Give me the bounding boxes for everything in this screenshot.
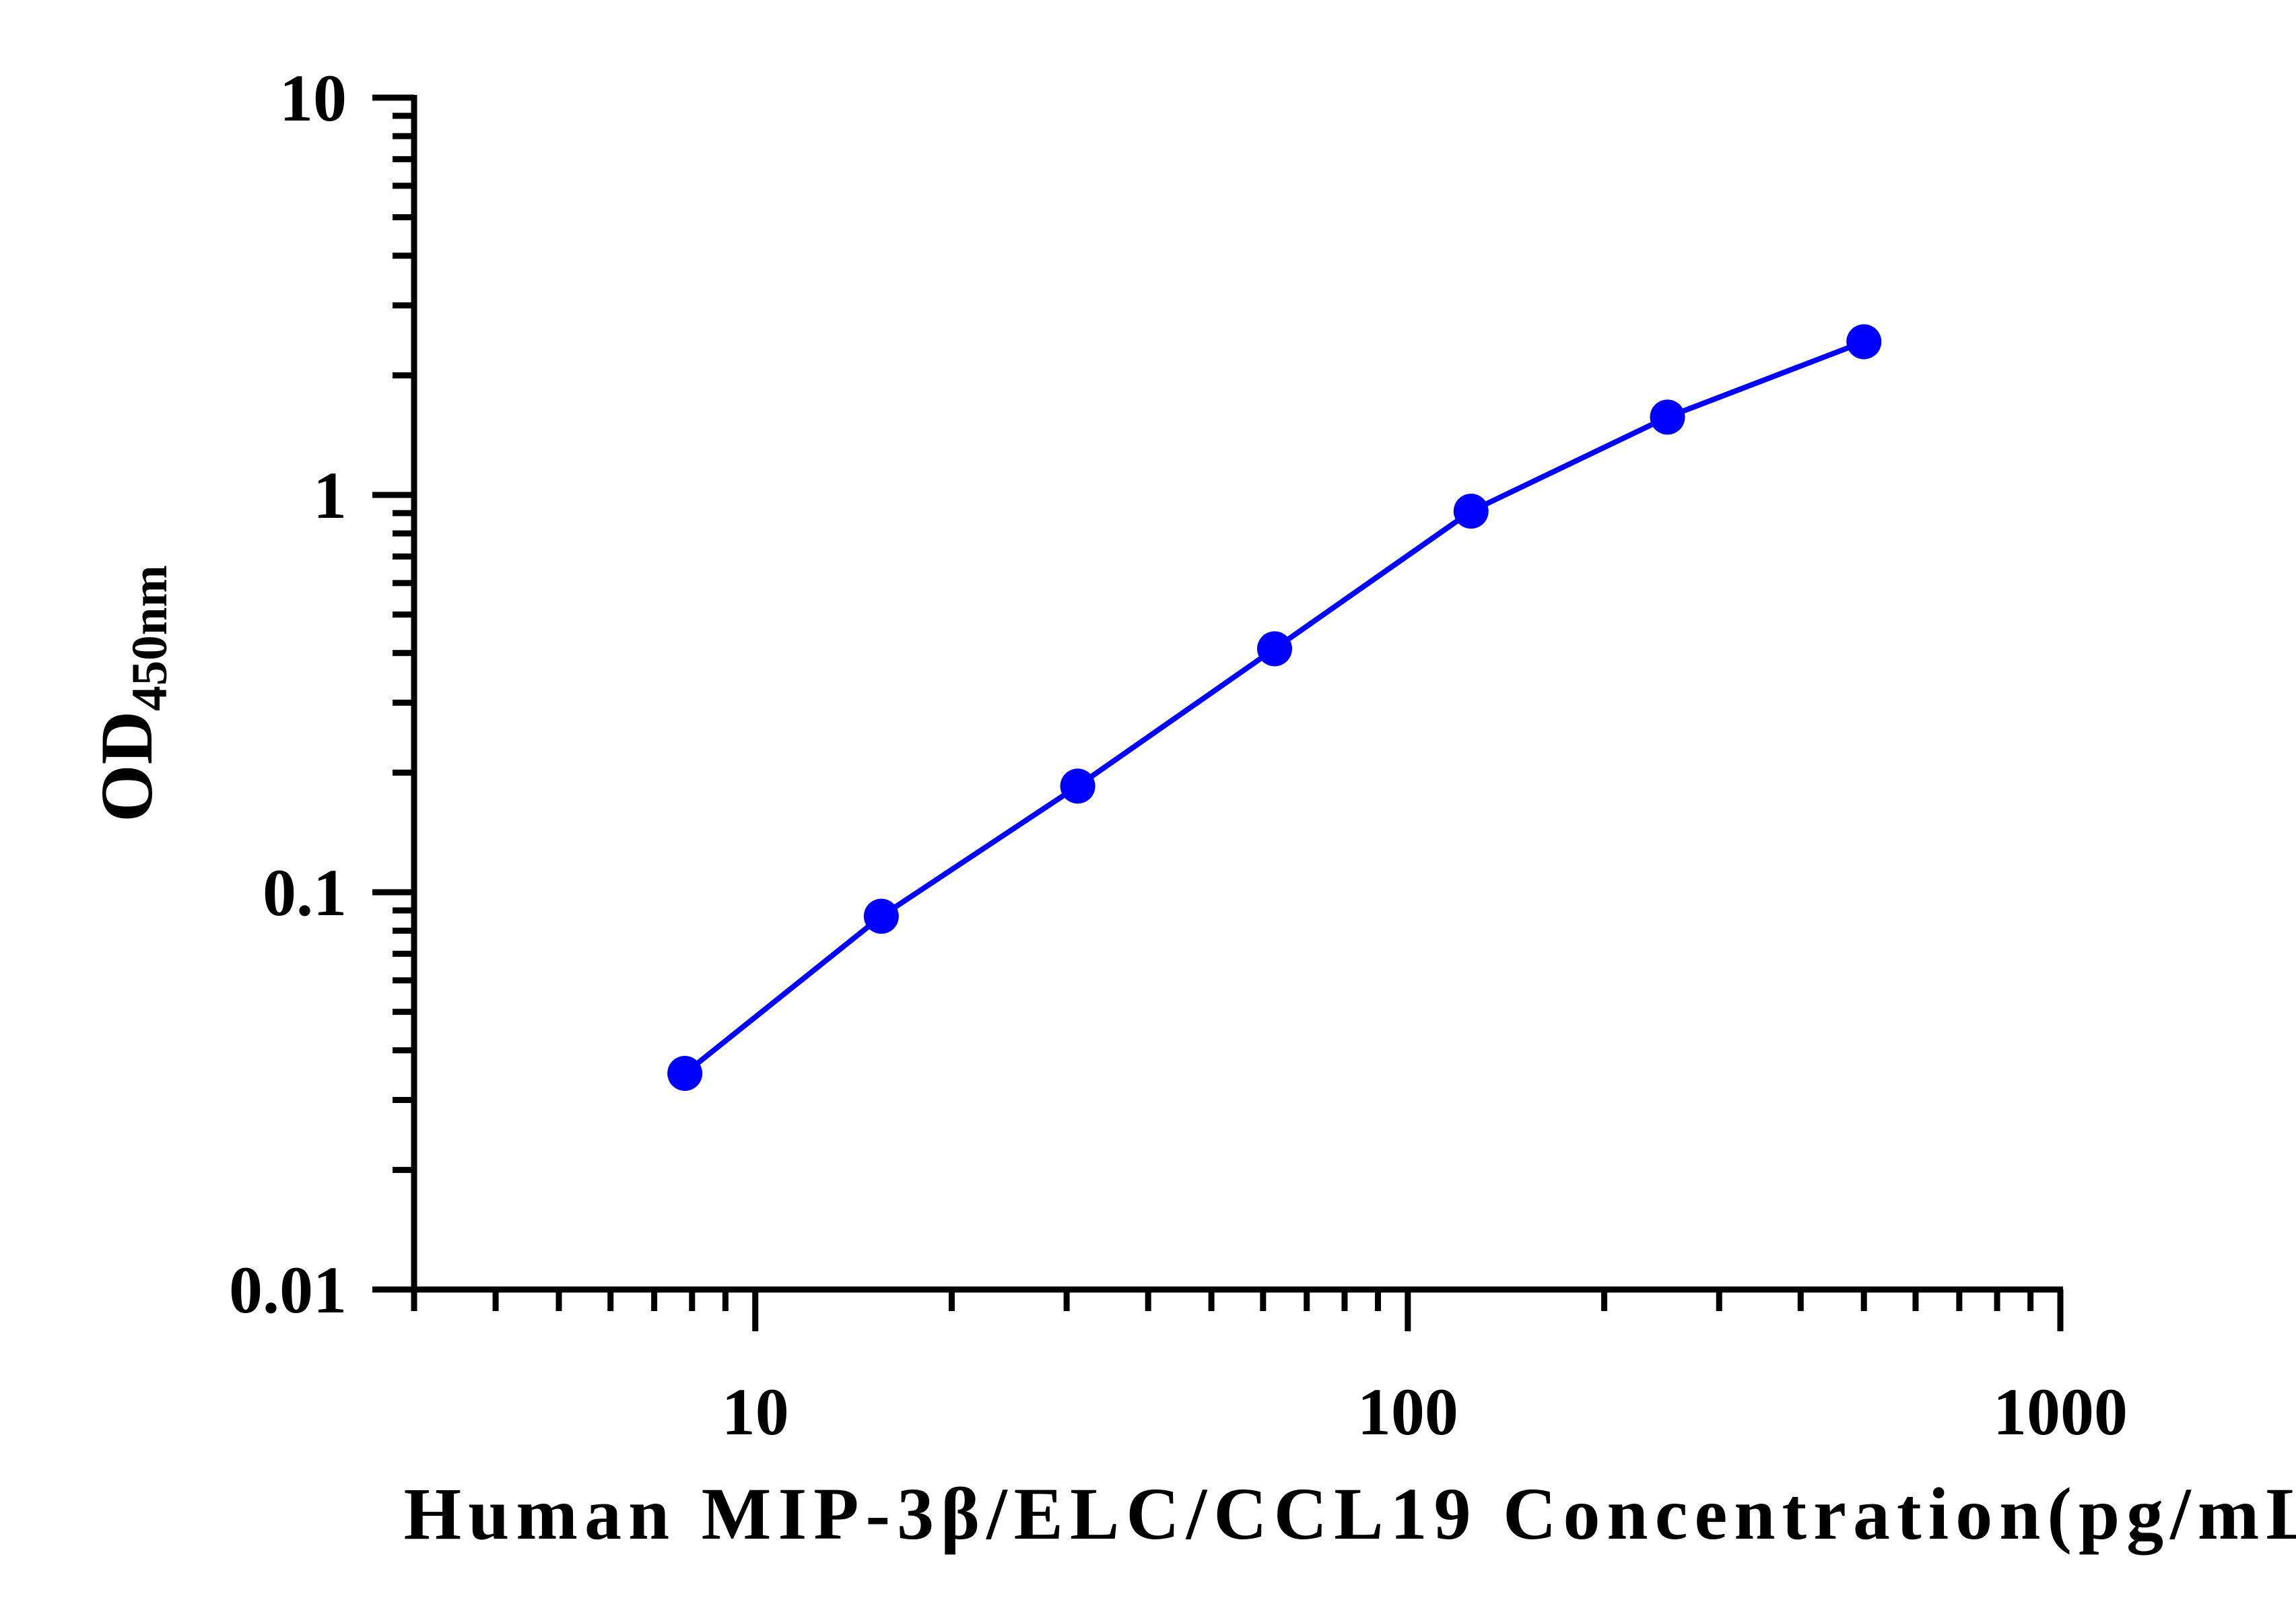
series-line <box>683 339 1865 1076</box>
data-point <box>863 898 899 934</box>
axes <box>411 95 2063 1293</box>
y-tick-label: 0.1 <box>263 855 347 930</box>
x-tick-label: 100 <box>1357 1374 1458 1449</box>
series <box>667 324 1882 1091</box>
data-point <box>1650 399 1685 435</box>
y-axis-title-subscript: 450nm <box>122 565 178 711</box>
data-point <box>1453 494 1489 529</box>
ticks <box>372 94 2064 1331</box>
x-tick-label: 10 <box>722 1374 789 1449</box>
data-point <box>1257 631 1293 667</box>
data-point <box>667 1055 703 1091</box>
y-tick-label: 0.01 <box>229 1252 347 1327</box>
data-point <box>1060 768 1095 804</box>
data-point <box>1846 324 1882 360</box>
y-tick-label: 10 <box>279 61 347 135</box>
y-axis-title-main: OD <box>86 711 168 822</box>
tick-labels: 0.01 0.1 1 10 10 100 1000 <box>229 61 2128 1449</box>
x-axis-title: Human MIP-3β/ELC/CCL19 Concentration(pg/… <box>404 1473 2296 1555</box>
x-tick-label: 1000 <box>1993 1374 2128 1449</box>
y-axis-title: OD450nm <box>86 565 178 822</box>
y-tick-label: 1 <box>313 458 347 533</box>
